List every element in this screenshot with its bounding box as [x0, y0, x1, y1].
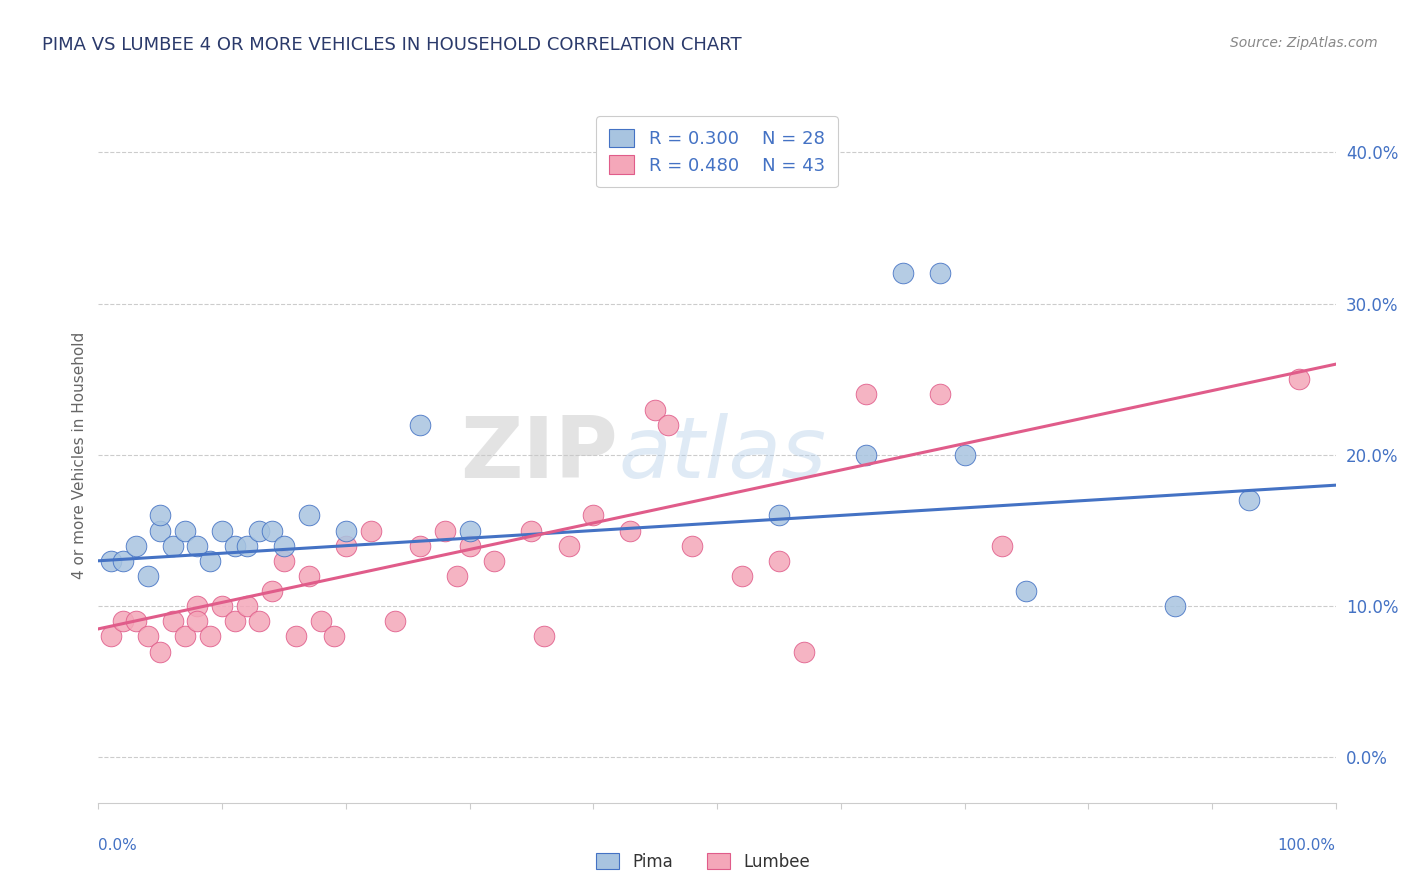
Point: [1237, 493, 1260, 508]
Point: [533, 629, 555, 643]
Point: [136, 629, 159, 643]
Point: [149, 508, 172, 523]
Point: [186, 539, 208, 553]
Point: [260, 584, 283, 599]
Point: [644, 402, 666, 417]
Point: [162, 615, 184, 629]
Point: [247, 615, 270, 629]
Point: [124, 615, 146, 629]
Point: [247, 524, 270, 538]
Point: [149, 524, 172, 538]
Point: [335, 539, 357, 553]
Point: [681, 539, 703, 553]
Point: [174, 629, 197, 643]
Point: [458, 539, 481, 553]
Point: [1164, 599, 1187, 614]
Point: [100, 554, 122, 568]
Point: [953, 448, 976, 462]
Point: [990, 539, 1012, 553]
Point: [260, 524, 283, 538]
Point: [236, 539, 259, 553]
Point: [855, 448, 877, 462]
Point: [928, 267, 950, 281]
Point: [557, 539, 579, 553]
Point: [768, 554, 790, 568]
Point: [928, 387, 950, 401]
Point: [224, 615, 246, 629]
Text: 0.0%: 0.0%: [98, 838, 138, 854]
Point: [335, 524, 357, 538]
Point: [433, 524, 456, 538]
Point: [112, 615, 135, 629]
Point: [224, 539, 246, 553]
Point: [124, 539, 146, 553]
Point: [384, 615, 406, 629]
Y-axis label: 4 or more Vehicles in Household: 4 or more Vehicles in Household: [72, 331, 87, 579]
Text: ZIP: ZIP: [460, 413, 619, 497]
Point: [768, 508, 790, 523]
Point: [186, 615, 208, 629]
Point: [136, 569, 159, 583]
Point: [484, 554, 506, 568]
Point: [855, 387, 877, 401]
Legend: Pima, Lumbee: Pima, Lumbee: [588, 845, 818, 880]
Point: [162, 539, 184, 553]
Point: [409, 417, 432, 432]
Text: 100.0%: 100.0%: [1278, 838, 1336, 854]
Point: [298, 508, 321, 523]
Point: [360, 524, 382, 538]
Point: [619, 524, 641, 538]
Point: [174, 524, 197, 538]
Point: [1015, 584, 1038, 599]
Point: [211, 599, 233, 614]
Point: [657, 417, 679, 432]
Point: [409, 539, 432, 553]
Point: [446, 569, 468, 583]
Point: [186, 599, 208, 614]
Point: [149, 644, 172, 658]
Point: [211, 524, 233, 538]
Point: [112, 554, 135, 568]
Point: [273, 554, 295, 568]
Point: [198, 629, 221, 643]
Point: [793, 644, 815, 658]
Point: [285, 629, 308, 643]
Point: [309, 615, 332, 629]
Point: [458, 524, 481, 538]
Point: [520, 524, 543, 538]
Point: [891, 267, 914, 281]
Text: atlas: atlas: [619, 413, 827, 497]
Point: [100, 629, 122, 643]
Point: [582, 508, 605, 523]
Point: [273, 539, 295, 553]
Point: [322, 629, 344, 643]
Text: Source: ZipAtlas.com: Source: ZipAtlas.com: [1230, 36, 1378, 50]
Point: [1288, 372, 1310, 386]
Point: [298, 569, 321, 583]
Legend: R = 0.300    N = 28, R = 0.480    N = 43: R = 0.300 N = 28, R = 0.480 N = 43: [596, 116, 838, 187]
Point: [198, 554, 221, 568]
Text: PIMA VS LUMBEE 4 OR MORE VEHICLES IN HOUSEHOLD CORRELATION CHART: PIMA VS LUMBEE 4 OR MORE VEHICLES IN HOU…: [42, 36, 742, 54]
Point: [731, 569, 754, 583]
Point: [236, 599, 259, 614]
